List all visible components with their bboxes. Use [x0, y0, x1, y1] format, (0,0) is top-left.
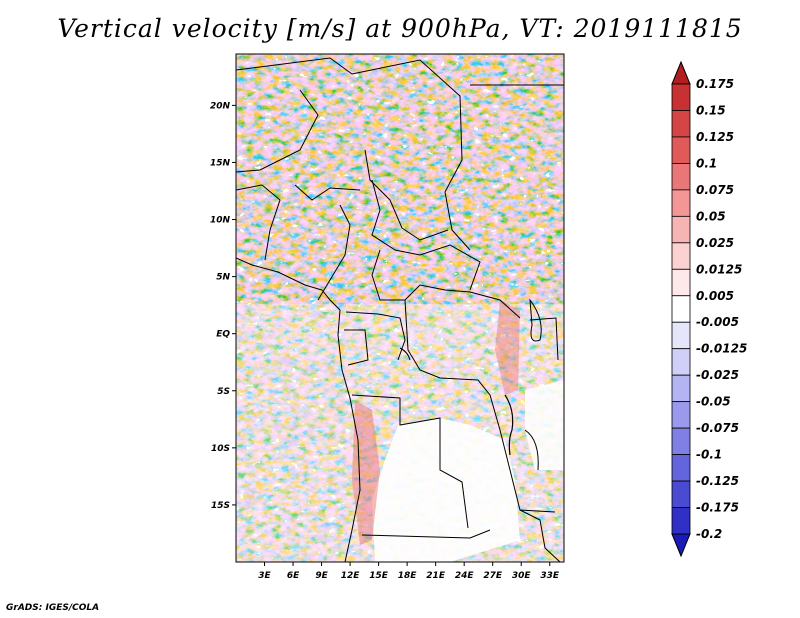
colorbar-segment — [671, 189, 691, 217]
colorbar-label: 0.005 — [696, 289, 734, 303]
x-tick-label: 21E — [426, 571, 446, 581]
y-tick-label: 5N — [216, 273, 230, 283]
colorbar-segment — [671, 401, 691, 429]
colorbar-segment — [671, 136, 691, 164]
x-tick-label: 24E — [455, 571, 475, 581]
colorbar-label: -0.2 — [696, 527, 722, 541]
colorbar-label: 0.125 — [696, 130, 734, 144]
map-frame — [235, 53, 565, 563]
colorbar-label: -0.1 — [696, 448, 722, 462]
colorbar-segment — [671, 480, 691, 508]
x-tick-label: 18E — [398, 571, 418, 581]
x-tick-label: 30E — [512, 571, 532, 581]
colorbar-segment — [671, 374, 691, 403]
colorbar-segment — [671, 110, 691, 138]
y-axis-ticks: 20N 15N 10N 5N EQ 5S 10S 15S — [210, 101, 236, 511]
colorbar-label: 0.05 — [696, 209, 726, 223]
colorbar-segment — [671, 507, 691, 535]
colorbar-label: -0.0125 — [696, 342, 747, 356]
x-tick-label: 12E — [341, 571, 361, 581]
colorbar-segment — [671, 348, 691, 376]
colorbar-segment — [671, 268, 691, 297]
colorbar-label: 0.175 — [696, 77, 734, 91]
y-tick-label: 20N — [210, 101, 231, 111]
colorbar-label: 0.1 — [696, 156, 717, 170]
colorbar-label: -0.05 — [696, 395, 731, 409]
colorbar-segment — [671, 83, 691, 111]
colorbar-label: 0.15 — [696, 103, 726, 117]
y-tick-label: 10S — [211, 444, 230, 454]
colorbar-label: -0.005 — [696, 315, 739, 329]
y-tick-label: 5S — [217, 387, 230, 397]
colorbar-label: -0.175 — [696, 501, 739, 515]
colorbar-segment — [671, 427, 691, 455]
colorbar-label: 0.075 — [696, 183, 734, 197]
colorbar-label: 0.0125 — [696, 262, 742, 276]
data-field — [236, 54, 564, 562]
y-tick-label: 10N — [210, 216, 231, 226]
x-tick-label: 33E — [540, 571, 560, 581]
colorbar-segment — [671, 321, 691, 350]
colorbar-label: -0.025 — [696, 368, 739, 382]
x-tick-label: 6E — [287, 571, 300, 581]
x-tick-label: 27E — [483, 571, 503, 581]
colorbar-bottom-arrow — [671, 533, 691, 558]
colorbar-label: -0.075 — [696, 421, 739, 435]
x-tick-label: 3E — [258, 571, 271, 581]
colorbar-segment — [671, 454, 691, 482]
y-tick-label: 15S — [211, 501, 230, 511]
colorbar-segment — [671, 215, 691, 244]
y-tick-label: 15N — [210, 158, 231, 168]
x-tick-label: 15E — [369, 571, 389, 581]
colorbar-segment — [671, 163, 691, 191]
y-tick-label: EQ — [216, 330, 230, 340]
x-axis-ticks: 3E 6E 9E 12E 15E 18E 21E 24E 27E 30E 33E — [258, 562, 560, 581]
colorbar-segment — [671, 242, 691, 270]
colorbar-label: -0.125 — [696, 474, 739, 488]
colorbar: 0.175 0.15 0.125 0.1 0.075 0.05 0.025 0.0125 0.0… — [671, 60, 747, 558]
x-tick-label: 9E — [315, 571, 328, 581]
chart-title: Vertical velocity [m/s] at 900hPa, VT: 2… — [57, 14, 743, 43]
colorbar-top-arrow — [671, 60, 691, 85]
grads-credit: GrADS: IGES/COLA — [6, 603, 100, 613]
colorbar-label: 0.025 — [696, 236, 734, 250]
colorbar-segment — [671, 295, 691, 323]
